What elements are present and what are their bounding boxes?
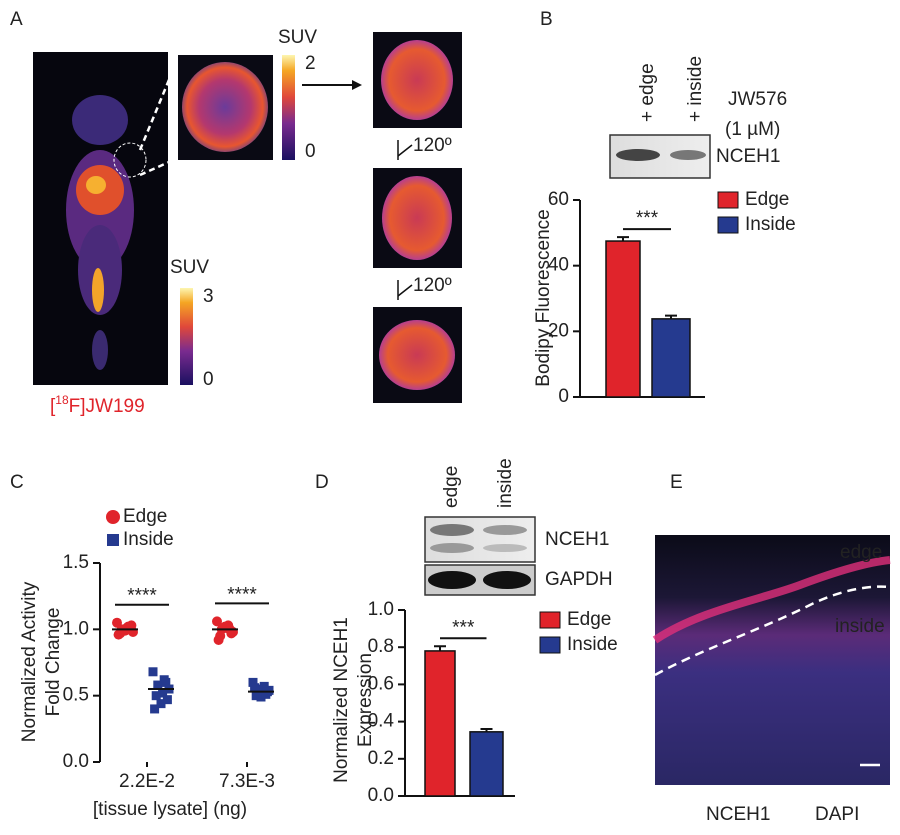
- panel-label: E: [670, 472, 683, 493]
- lane-label: inside: [495, 458, 516, 508]
- data-point: [153, 680, 163, 690]
- significance-label: ***: [452, 617, 475, 638]
- panel-label: C: [10, 472, 24, 493]
- data-point: [158, 688, 168, 698]
- y-tick-label: 0.2: [368, 748, 394, 769]
- pet-images: [33, 32, 462, 403]
- y-tick-label: 0: [558, 386, 569, 407]
- legend-label: Inside: [123, 529, 174, 550]
- error-bar: [480, 728, 493, 732]
- data-point: [251, 691, 261, 701]
- region-label: inside: [835, 616, 885, 637]
- histology-image: [652, 535, 891, 785]
- significance-label: ****: [227, 584, 257, 605]
- colorbar-min: 0: [305, 141, 316, 162]
- stain-label: NCEH1: [706, 804, 770, 825]
- data-point: [261, 689, 271, 699]
- colorbar-max: 3: [203, 286, 214, 307]
- legend-label: Edge: [745, 189, 789, 210]
- data-point: [250, 683, 260, 693]
- legend-label: Inside: [567, 634, 618, 655]
- colorbar-min: 0: [203, 369, 214, 390]
- panel-label: A: [10, 9, 23, 30]
- stain-label: DAPI: [815, 804, 859, 825]
- y-axis-label: Bodipy Fluorescence: [533, 209, 554, 386]
- panel-label: B: [540, 9, 553, 30]
- western-blots: [424, 134, 711, 596]
- data-point: [248, 677, 258, 687]
- data-point: [213, 634, 224, 645]
- legend-swatch: [539, 636, 561, 654]
- legend-swatch: [717, 191, 739, 209]
- y-tick-label: 0.0: [368, 785, 394, 806]
- legend-label: Inside: [745, 214, 796, 235]
- y-tick-label: 1.0: [63, 618, 89, 639]
- data-point: [256, 692, 266, 702]
- y-tick-label: 1.5: [63, 552, 89, 573]
- concentration-label: (1 µM): [725, 119, 780, 140]
- y-tick-label: 40: [548, 255, 569, 276]
- data-point: [156, 699, 166, 709]
- data-point: [259, 681, 269, 691]
- lane-label: + inside: [685, 56, 706, 122]
- y-tick-label: 60: [548, 189, 569, 210]
- data-point: [150, 704, 160, 714]
- y-axis-label: Normalized NCEH1: [331, 617, 352, 783]
- y-axis-label: Fold Change: [43, 608, 64, 717]
- tracer-label: [18F]JW199: [50, 393, 145, 417]
- lane-label: + edge: [637, 63, 658, 122]
- data-point: [212, 616, 222, 627]
- rotation-label: 120º: [413, 275, 452, 296]
- tracer-label-part: F]JW199: [69, 396, 145, 417]
- colorbar-title: SUV: [170, 257, 209, 278]
- y-tick-label: 20: [548, 320, 569, 341]
- x-tick-label: 7.3E-3: [219, 771, 275, 792]
- data-point: [113, 629, 124, 640]
- legend-label: Edge: [567, 609, 611, 630]
- error-bar: [434, 645, 446, 651]
- tracer-label-part: [: [50, 396, 56, 417]
- bar: [424, 650, 456, 797]
- x-axis-label: [tissue lysate] (ng): [93, 799, 247, 820]
- legend-label: Edge: [123, 506, 167, 527]
- colorbar-max: 2: [305, 53, 316, 74]
- data-point: [148, 667, 158, 677]
- data-point: [161, 677, 171, 687]
- data-point: [162, 695, 172, 705]
- probe-label: JW576: [728, 89, 787, 110]
- y-tick-label: 1.0: [368, 599, 394, 620]
- legend-swatch: [539, 611, 561, 629]
- bar: [651, 318, 691, 398]
- rotation-label: 120º: [413, 135, 452, 156]
- colorbar-title: SUV: [278, 27, 317, 48]
- y-tick-label: 0.0: [63, 751, 89, 772]
- y-tick-label: 0.5: [63, 685, 89, 706]
- bar: [469, 731, 504, 797]
- region-label: edge: [840, 542, 882, 563]
- band-label: NCEH1: [545, 529, 609, 550]
- legend-marker: [107, 534, 119, 546]
- y-axis-label: Expression: [355, 653, 376, 747]
- panel-label: D: [315, 472, 329, 493]
- bar: [605, 240, 641, 398]
- error-bar: [665, 314, 677, 319]
- significance-label: ****: [127, 586, 157, 607]
- legend-marker: [106, 510, 120, 524]
- y-tick-label: 0.4: [368, 711, 395, 732]
- legend-swatch: [717, 216, 739, 234]
- y-axis-label: Normalized Activity: [19, 581, 40, 742]
- x-tick-label: 2.2E-2: [119, 771, 175, 792]
- data-point: [151, 691, 161, 701]
- y-tick-label: 0.6: [368, 673, 394, 694]
- error-bar: [617, 236, 629, 242]
- y-tick-label: 0.8: [368, 636, 394, 657]
- lane-label: edge: [441, 466, 462, 508]
- band-label: NCEH1: [716, 146, 780, 167]
- tracer-label-part: 18: [55, 393, 69, 407]
- significance-label: ***: [636, 208, 659, 229]
- band-label: GAPDH: [545, 569, 613, 590]
